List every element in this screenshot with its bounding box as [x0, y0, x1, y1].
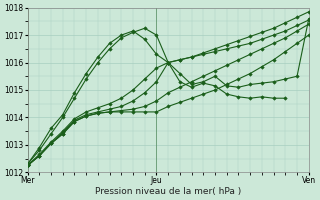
X-axis label: Pression niveau de la mer( hPa ): Pression niveau de la mer( hPa ) [95, 187, 241, 196]
